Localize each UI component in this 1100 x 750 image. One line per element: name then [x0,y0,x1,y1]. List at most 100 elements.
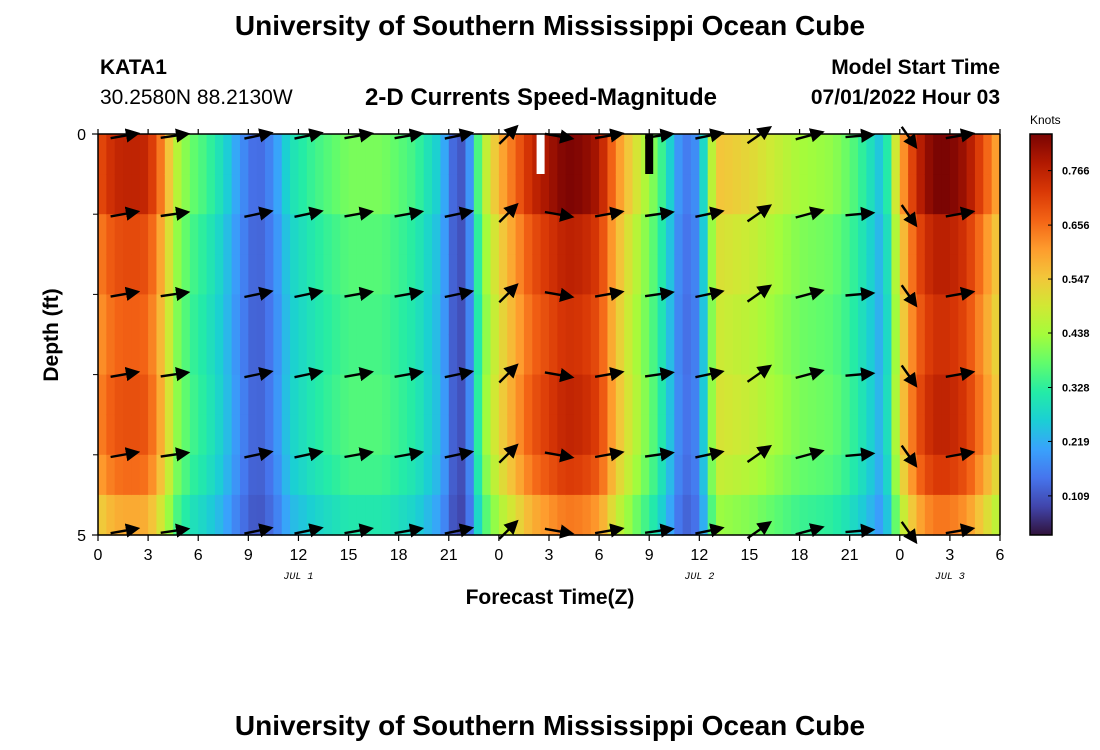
heatmap-cell [473,174,483,215]
heatmap-cell [858,134,867,175]
heatmap-cell [624,134,634,175]
heatmap-cell [206,454,216,496]
heatmap-cell [849,374,859,416]
heatmap-cell [991,454,1001,496]
heatmap-cell [256,494,266,536]
heatmap-cell [924,454,934,496]
heatmap-cell [373,334,383,376]
heatmap-cell [239,134,249,175]
heatmap-cell [640,294,650,336]
heatmap-cell [682,334,692,376]
heatmap-cell [206,174,216,215]
heatmap-cell [565,174,575,215]
heatmap-cell [974,374,984,416]
heatmap-cell [231,494,241,536]
x-tick-label: 21 [440,547,458,564]
heatmap-cell [248,174,258,215]
heatmap-cell [841,494,851,536]
heatmap-cell [482,174,492,215]
current-vector-arrow [644,206,675,221]
heatmap-cell [599,214,609,255]
heatmap-cell [924,414,934,456]
heatmap-cell [106,414,116,456]
heatmap-cell [156,294,166,336]
heatmap-cell [139,294,149,336]
heatmap-cell [557,414,567,456]
heatmap-cell [858,254,867,295]
heatmap-cell [574,134,584,175]
heatmap-cell [908,374,918,416]
heatmap-cell [724,494,734,536]
heatmap-cell [323,494,333,536]
heatmap-cell [156,214,166,255]
heatmap-cell [549,254,558,295]
heatmap-cell [832,134,842,175]
heatmap-cell [256,454,266,496]
heatmap-cell [966,414,976,456]
heatmap-cell [549,414,558,456]
heatmap-cell [106,294,116,336]
y-axis-label: Depth (ft) [40,288,63,381]
heatmap-cell [574,494,584,536]
heatmap-cell [407,174,416,215]
heatmap-cell [774,174,784,215]
heatmap-cell [824,294,834,336]
current-vector-arrow [110,366,141,382]
heatmap-cell [908,174,918,215]
heatmap-cell [98,374,107,416]
heatmap-cell [607,134,617,175]
heatmap-cell [690,134,700,175]
heatmap-cell [131,414,141,456]
heatmap-cell [958,374,968,416]
heatmap-cell [958,294,968,336]
heatmap-cell [273,334,283,376]
heatmap-cell [139,134,149,175]
heatmap-cell [457,214,467,255]
current-vector-arrow [244,523,274,538]
current-vector-arrow [344,366,375,382]
heatmap-cell [306,214,316,255]
heatmap-cell [398,134,408,175]
heatmap-cell [131,134,141,175]
heatmap-cell [164,214,174,255]
heatmap-cell [490,254,500,295]
heatmap-cell [732,334,742,376]
heatmap-cell [766,374,776,416]
heatmap-cell [498,294,508,336]
heatmap-cell [98,254,107,295]
heatmap-cell [189,494,199,536]
heatmap-cell [565,454,575,496]
heatmap-cell [540,334,550,376]
heatmap-cell [791,174,801,215]
heatmap-cell [198,254,208,295]
heatmap-cell [649,214,659,255]
heatmap-cell [699,494,709,536]
heatmap-cell [690,294,700,336]
current-vector-arrow [244,286,274,301]
heatmap-cell [615,374,625,416]
heatmap-cell [306,374,316,416]
heatmap-cell [231,134,241,175]
date-label: JUL 3 [935,572,965,583]
heatmap-cell [841,414,851,456]
heatmap-cell [290,174,300,215]
heatmap-cell [365,134,375,175]
colorbar-tick-label: 0.109 [1062,491,1090,503]
heatmap-cell [540,214,550,255]
heatmap-cell [265,374,274,416]
heatmap-cell [114,254,124,295]
heatmap-cell [632,134,642,175]
heatmap-cell [214,454,224,496]
heatmap-cell [649,134,659,175]
heatmap-cell [899,494,909,536]
heatmap-cell [239,454,249,496]
x-tick-label: 0 [494,547,503,564]
heatmap-cell [148,334,158,376]
heatmap-cell [690,374,700,416]
heatmap-cell [507,414,517,456]
heatmap-cell [281,134,291,175]
heatmap-cell [407,254,416,295]
heatmap-cell [949,214,959,255]
heatmap-cell [315,374,325,416]
current-vector-arrow [845,447,876,462]
